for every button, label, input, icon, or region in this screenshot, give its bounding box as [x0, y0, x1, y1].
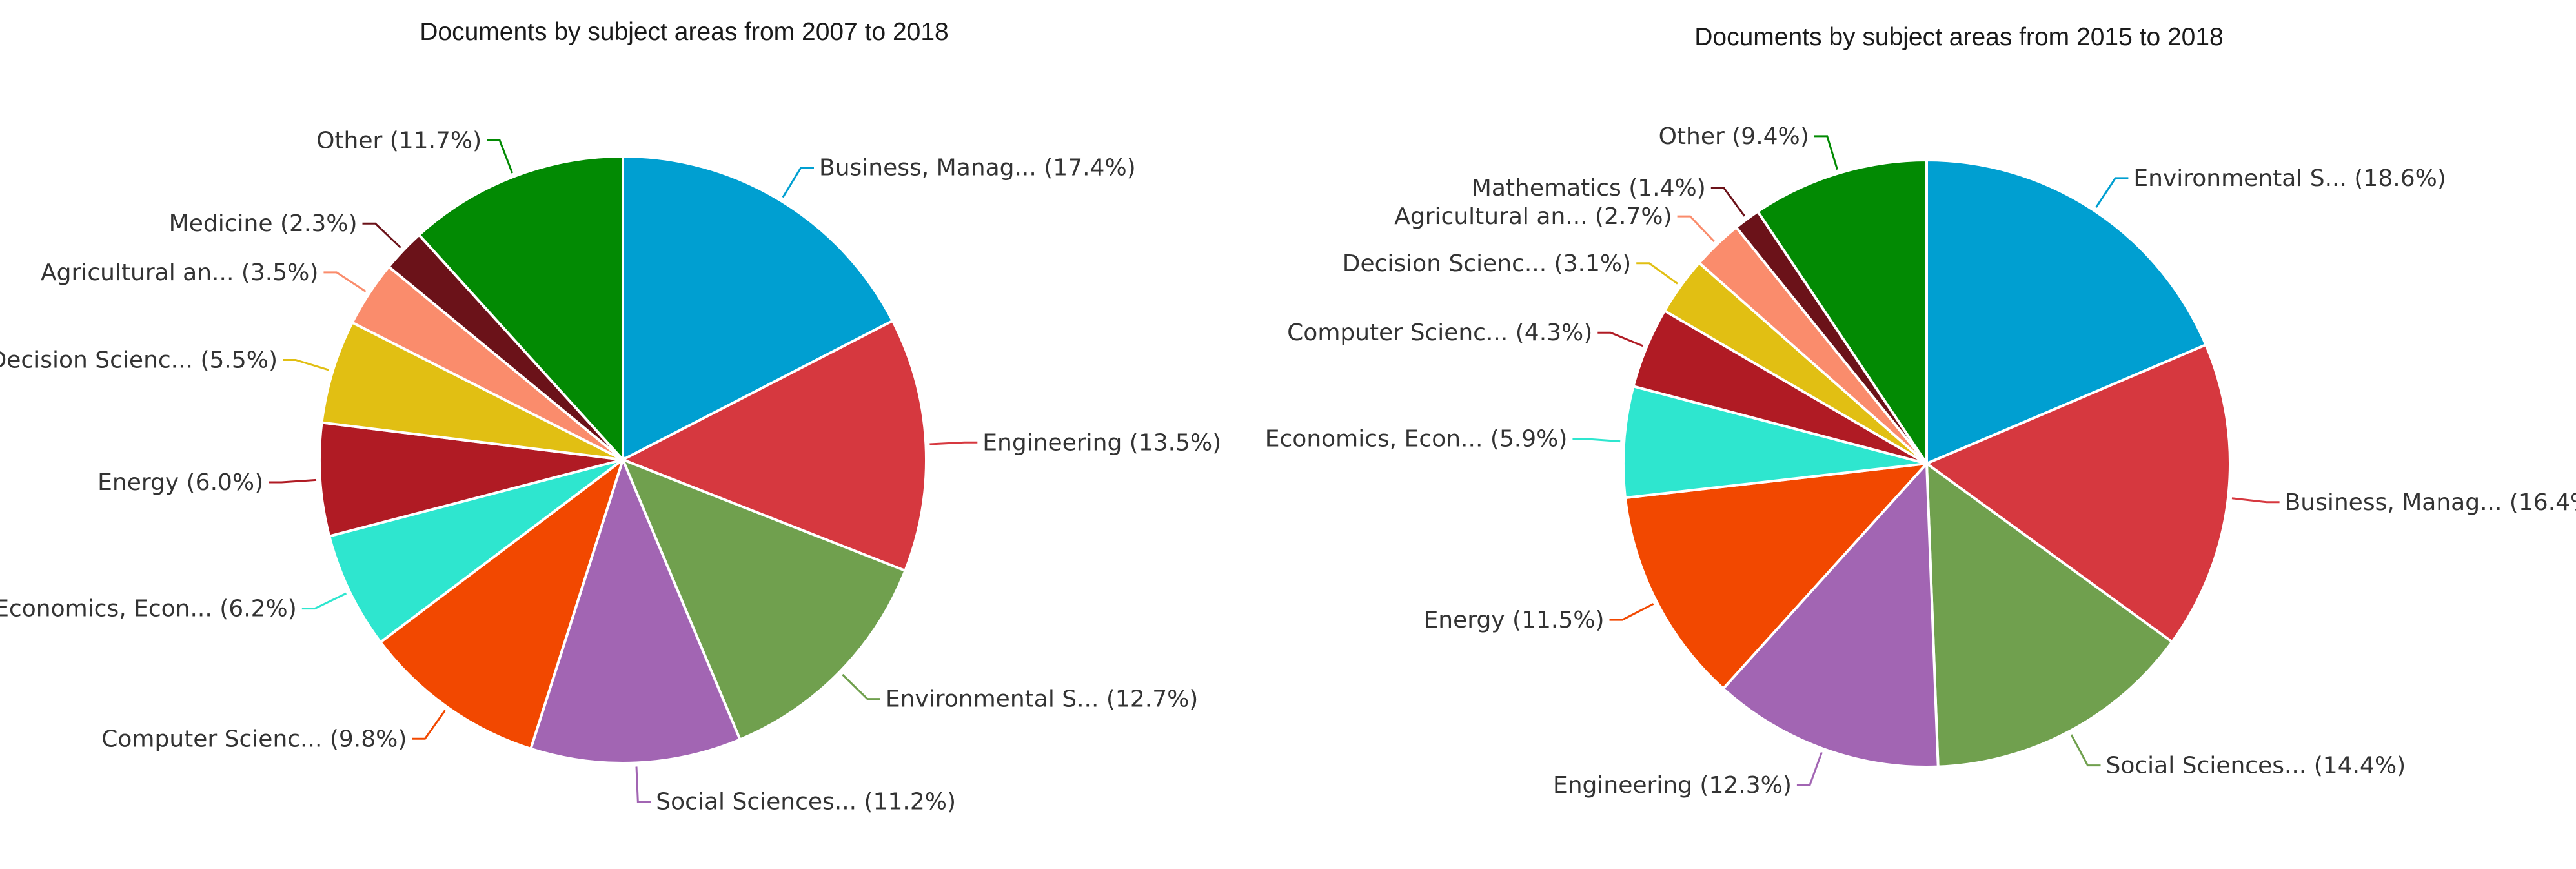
slice-label: Agricultural an... (3.5%) [41, 260, 318, 286]
pie-slice[interactable] [1756, 158, 1928, 468]
slice-leader-line [1636, 262, 1678, 285]
slice-leader-line [362, 222, 401, 249]
pie-slice[interactable] [1721, 460, 1940, 769]
slice-leader-line [301, 592, 347, 610]
pie-slice[interactable] [378, 456, 625, 751]
slice-leader-line [1814, 135, 1838, 170]
slice-leader-line [2070, 734, 2101, 767]
slice-leader-line [487, 139, 513, 174]
pie-slice[interactable] [320, 320, 624, 461]
slice-leader-line [323, 271, 367, 292]
slice-label: Energy (6.0%) [97, 469, 263, 496]
chart-title: Documents by subject areas from 2015 to … [1694, 23, 2223, 51]
slice-label: Social Sciences... (11.2%) [656, 789, 956, 815]
slice-leader-line [842, 673, 880, 700]
slice-label: Engineering (13.5%) [982, 429, 1221, 456]
slice-leader-line [1597, 331, 1643, 347]
slice-label: Environmental S... (12.7%) [886, 686, 1198, 713]
slice-label: Other (9.4%) [1659, 123, 1809, 150]
slice-label: Economics, Econ... (5.9%) [1265, 426, 1568, 453]
slice-leader-line [929, 441, 978, 445]
slice-leader-line [2095, 177, 2129, 208]
pie-chart-2: Documents by subject areas from 2015 to … [1265, 23, 2576, 799]
slice-label: Engineering (12.3%) [1553, 772, 1792, 799]
slice-leader-line [1710, 187, 1746, 217]
slice-label: Other (11.7%) [316, 128, 482, 154]
slice-leader-line [635, 766, 651, 803]
pie-slice[interactable] [417, 154, 624, 464]
pie-chart-1: Documents by subject areas from 2007 to … [0, 18, 1221, 815]
slice-label: Medicine (2.3%) [169, 210, 358, 237]
slice-label: Social Sciences... (14.4%) [2106, 753, 2406, 779]
pie-slice[interactable] [1925, 158, 2208, 466]
slice-leader-line [2231, 497, 2280, 504]
slice-label: Business, Manag... (17.4%) [819, 155, 1136, 181]
slice-label: Business, Manag... (16.4%) [2285, 489, 2576, 516]
pie-slice[interactable] [620, 319, 928, 573]
slice-leader-line [269, 478, 317, 484]
slice-leader-line [782, 167, 814, 198]
slice-label: Decision Scienc... (3.1%) [1343, 250, 1631, 277]
chart-title: Documents by subject areas from 2007 to … [420, 18, 948, 46]
pie-slice[interactable] [1623, 462, 1931, 691]
pie-slice[interactable] [620, 457, 908, 742]
slice-label: Economics, Econ... (6.2%) [0, 596, 297, 622]
slice-leader-line [1677, 215, 1715, 243]
slice-label: Environmental S... (18.6%) [2133, 165, 2446, 192]
slice-leader-line [283, 359, 330, 371]
pie-slice[interactable] [327, 458, 624, 644]
slice-label: Energy (11.5%) [1424, 607, 1605, 633]
slice-label: Mathematics (1.4%) [1472, 175, 1706, 201]
slice-leader-line [412, 710, 446, 740]
slice-leader-line [1572, 438, 1621, 443]
slice-leader-line [1609, 603, 1654, 621]
pie-slice[interactable] [529, 456, 742, 764]
slice-label: Computer Scienc... (4.3%) [1287, 320, 1592, 346]
slice-label: Decision Scienc... (5.5%) [0, 347, 278, 374]
pie-slice[interactable] [1923, 343, 2231, 644]
slice-label: Agricultural an... (2.7%) [1394, 203, 1672, 230]
pie-slice[interactable] [1621, 384, 1927, 500]
slice-label: Computer Scienc... (9.8%) [101, 726, 407, 752]
pie-slice[interactable] [1925, 460, 2175, 768]
pie-slice[interactable] [622, 154, 895, 462]
slice-leader-line [1796, 751, 1823, 786]
